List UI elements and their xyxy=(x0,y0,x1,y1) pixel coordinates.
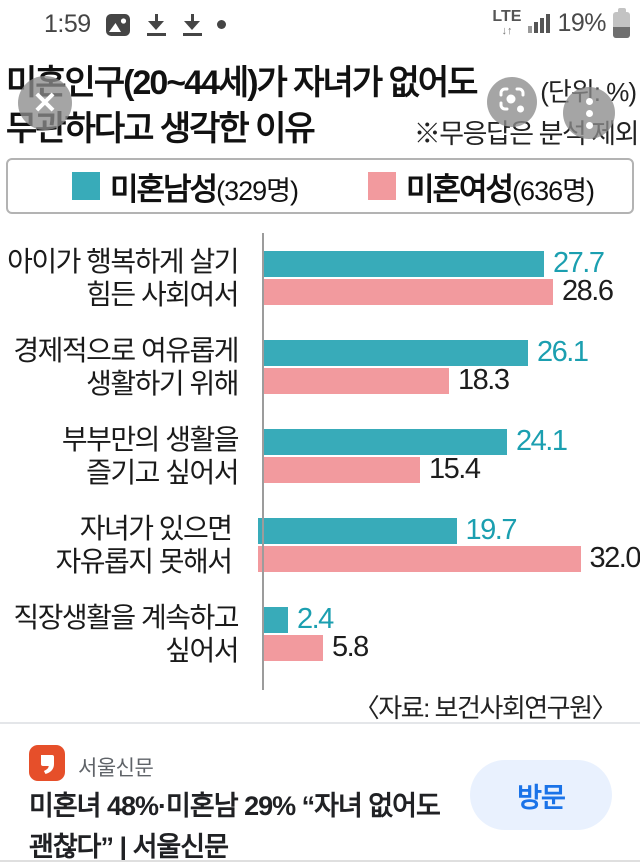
bar-미혼남성 xyxy=(264,606,288,633)
infographic-title-line1: 미혼인구(20~44세)가 자녀가 없어도 xyxy=(6,64,478,102)
value-label: 19.7 xyxy=(465,514,518,546)
category-label: 아이가 행복하게 살기 힘든 사회여서 xyxy=(7,245,239,310)
legend-item-female: 미혼여성(636명) xyxy=(367,164,595,209)
publisher-name: 서울신문 xyxy=(78,757,154,780)
value-label: 28.6 xyxy=(562,275,614,307)
status-bar: 1:59 LTE ↓↑ 19% xyxy=(0,0,640,52)
value-label: 24.1 xyxy=(516,425,568,457)
data-arrows-icon: ↓↑ xyxy=(501,25,513,37)
publisher-logo xyxy=(29,745,65,781)
male-color-swatch xyxy=(72,172,100,200)
legend-female-count: (636명) xyxy=(512,175,595,206)
value-label: 27.7 xyxy=(553,247,605,279)
news-headline[interactable]: 미혼녀 48%·미혼남 29% “자녀 없어도 괜찮다” | 서울신문 xyxy=(29,791,441,862)
visit-button[interactable]: 방문 xyxy=(470,760,612,830)
download-icon xyxy=(181,12,203,38)
bar-chart: 아이가 행복하게 살기 힘든 사회여서 27.7 28.6 경제적으로 여유롭게 생활… xyxy=(0,233,640,690)
value-label: 32.0 xyxy=(589,542,640,574)
chart-row: 아이가 행복하게 살기 힘든 사회여서 27.7 28.6 xyxy=(0,233,640,322)
bar-미혼남성 xyxy=(264,339,528,366)
chart-axis-line xyxy=(262,233,264,690)
image-thumbnail-icon xyxy=(105,13,131,37)
value-label: 15.4 xyxy=(429,453,481,485)
category-label: 경제적으로 여유롭게 생활하기 위해 xyxy=(13,334,239,399)
download-icon xyxy=(145,12,167,38)
value-label: 2.4 xyxy=(297,603,334,635)
bar-미혼여성 xyxy=(264,367,449,394)
close-button[interactable]: ✕ xyxy=(18,76,72,130)
female-color-swatch xyxy=(367,172,396,200)
legend-male-count: (329명) xyxy=(216,175,299,206)
value-label: 5.8 xyxy=(332,631,369,663)
bar-미혼여성 xyxy=(257,545,581,572)
chart-row: 직장생활을 계속하고 싶어서 2.4 5.8 xyxy=(0,589,640,678)
bottom-divider xyxy=(0,860,640,862)
bar-미혼여성 xyxy=(264,634,323,661)
lens-search-button[interactable] xyxy=(487,77,537,127)
bar-미혼남성 xyxy=(264,428,507,455)
chart-row: 경제적으로 여유롭게 생활하기 위해 26.1 18.3 xyxy=(0,322,640,411)
chart-source: 〈자료: 보건사회연구원〉 xyxy=(353,693,618,723)
bar-미혼남성 xyxy=(264,250,544,277)
category-label: 직장생활을 계속하고 싶어서 xyxy=(13,601,239,666)
close-icon: ✕ xyxy=(32,86,58,120)
legend-female-label: 미혼여성 xyxy=(405,171,514,207)
network-type-indicator: LTE ↓↑ xyxy=(492,8,522,37)
chart-row: 부부만의 생활을 즐기고 싶어서 24.1 15.4 xyxy=(0,411,640,500)
notification-dot-icon xyxy=(216,20,226,29)
bar-미혼남성 xyxy=(257,517,457,544)
bar-미혼여성 xyxy=(264,456,420,483)
news-result-card[interactable]: 서울신문 미혼녀 48%·미혼남 29% “자녀 없어도 괜찮다” | 서울신문… xyxy=(0,724,640,867)
value-label: 18.3 xyxy=(458,364,510,396)
chart-row: 자녀가 있으면 자유롭지 못해서 19.7 32.0 xyxy=(0,500,640,589)
lens-icon xyxy=(497,85,527,120)
battery-percent: 19% xyxy=(557,8,606,37)
signal-strength-icon xyxy=(528,13,551,33)
clock: 1:59 xyxy=(44,10,91,38)
value-label: 26.1 xyxy=(537,336,589,368)
legend-item-male: 미혼남성(329명) xyxy=(72,164,299,209)
category-label: 자녀가 있으면 자유롭지 못해서 xyxy=(55,512,233,577)
more-options-button[interactable] xyxy=(563,87,615,139)
battery-icon xyxy=(613,8,630,38)
bar-미혼여성 xyxy=(264,278,553,305)
legend-male-label: 미혼남성 xyxy=(110,171,218,207)
category-label: 부부만의 생활을 즐기고 싶어서 xyxy=(61,423,240,488)
chart-legend: 미혼남성(329명) 미혼여성(636명) xyxy=(6,158,634,214)
vertical-dots-icon xyxy=(585,97,593,129)
section-divider xyxy=(0,722,640,724)
